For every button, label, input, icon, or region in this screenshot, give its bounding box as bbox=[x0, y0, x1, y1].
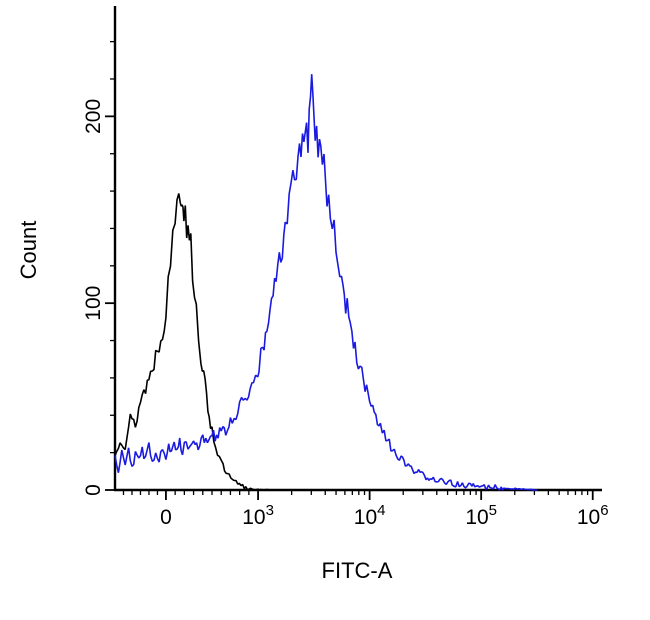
y-tick-label: 200 bbox=[82, 99, 105, 134]
x-tick-label: 104 bbox=[354, 502, 386, 529]
x-tick-label: 103 bbox=[242, 502, 274, 529]
series-black-curve bbox=[114, 193, 271, 491]
x-tick-label: 106 bbox=[577, 502, 609, 529]
y-tick-label: 0 bbox=[82, 484, 105, 496]
y-axis-label: Count bbox=[16, 221, 41, 280]
x-axis-label: FITC-A bbox=[322, 558, 393, 583]
y-tick-label: 100 bbox=[82, 286, 105, 321]
series-blue-curve bbox=[114, 74, 538, 491]
x-tick-label: 105 bbox=[465, 502, 497, 529]
x-tick-label: 0 bbox=[160, 506, 172, 529]
